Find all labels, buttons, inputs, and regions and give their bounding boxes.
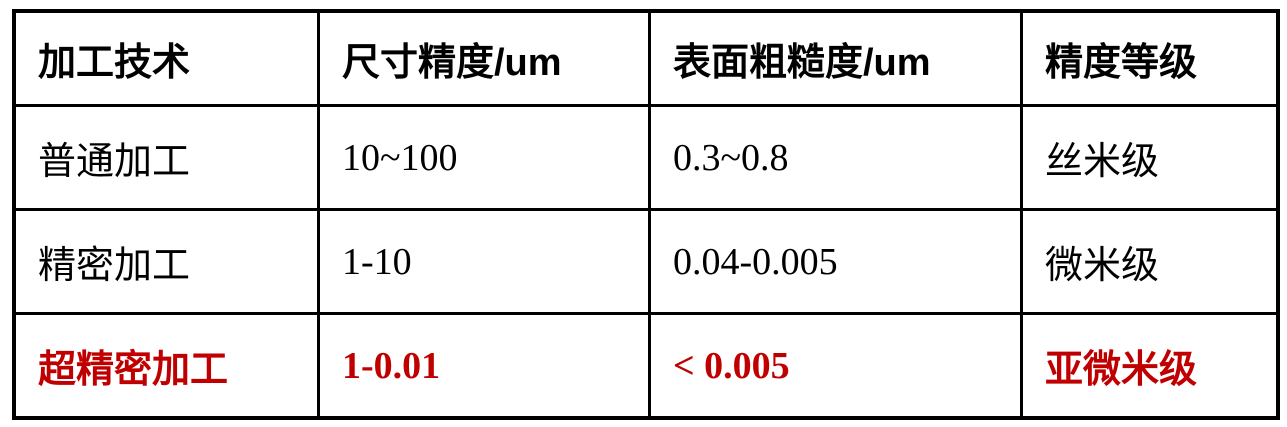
cell-dimensional-accuracy: 1-0.01	[317, 312, 651, 419]
cell-precision-grade: 亚微米级	[1020, 312, 1279, 419]
cell-surface-roughness: 0.04-0.005	[648, 208, 1023, 315]
cell-surface-roughness: 0.3~0.8	[648, 104, 1023, 211]
cell-technology: 普通加工	[13, 104, 320, 211]
header-precision-grade: 精度等级	[1020, 10, 1279, 107]
cell-dimensional-accuracy: 1-10	[317, 208, 651, 315]
table-header-row: 加工技术 尺寸精度/um 表面粗糙度/um 精度等级	[13, 10, 1279, 107]
table-row-ultra-precision-machining: 超精密加工 1-0.01 < 0.005 亚微米级	[13, 312, 1279, 419]
cell-dimensional-accuracy: 10~100	[317, 104, 651, 211]
header-dimensional-accuracy: 尺寸精度/um	[317, 10, 651, 107]
cell-precision-grade: 丝米级	[1020, 104, 1279, 211]
header-surface-roughness: 表面粗糙度/um	[648, 10, 1023, 107]
cell-precision-grade: 微米级	[1020, 208, 1279, 315]
table-row-ordinary-machining: 普通加工 10~100 0.3~0.8 丝米级	[13, 104, 1279, 211]
cell-surface-roughness: < 0.005	[648, 312, 1023, 419]
header-processing-technology: 加工技术	[13, 10, 320, 107]
machining-precision-table: 加工技术 尺寸精度/um 表面粗糙度/um 精度等级 普通加工 10~100 0…	[12, 9, 1280, 420]
cell-technology: 精密加工	[13, 208, 320, 315]
table-row-precision-machining: 精密加工 1-10 0.04-0.005 微米级	[13, 208, 1279, 315]
cell-technology: 超精密加工	[13, 312, 320, 419]
